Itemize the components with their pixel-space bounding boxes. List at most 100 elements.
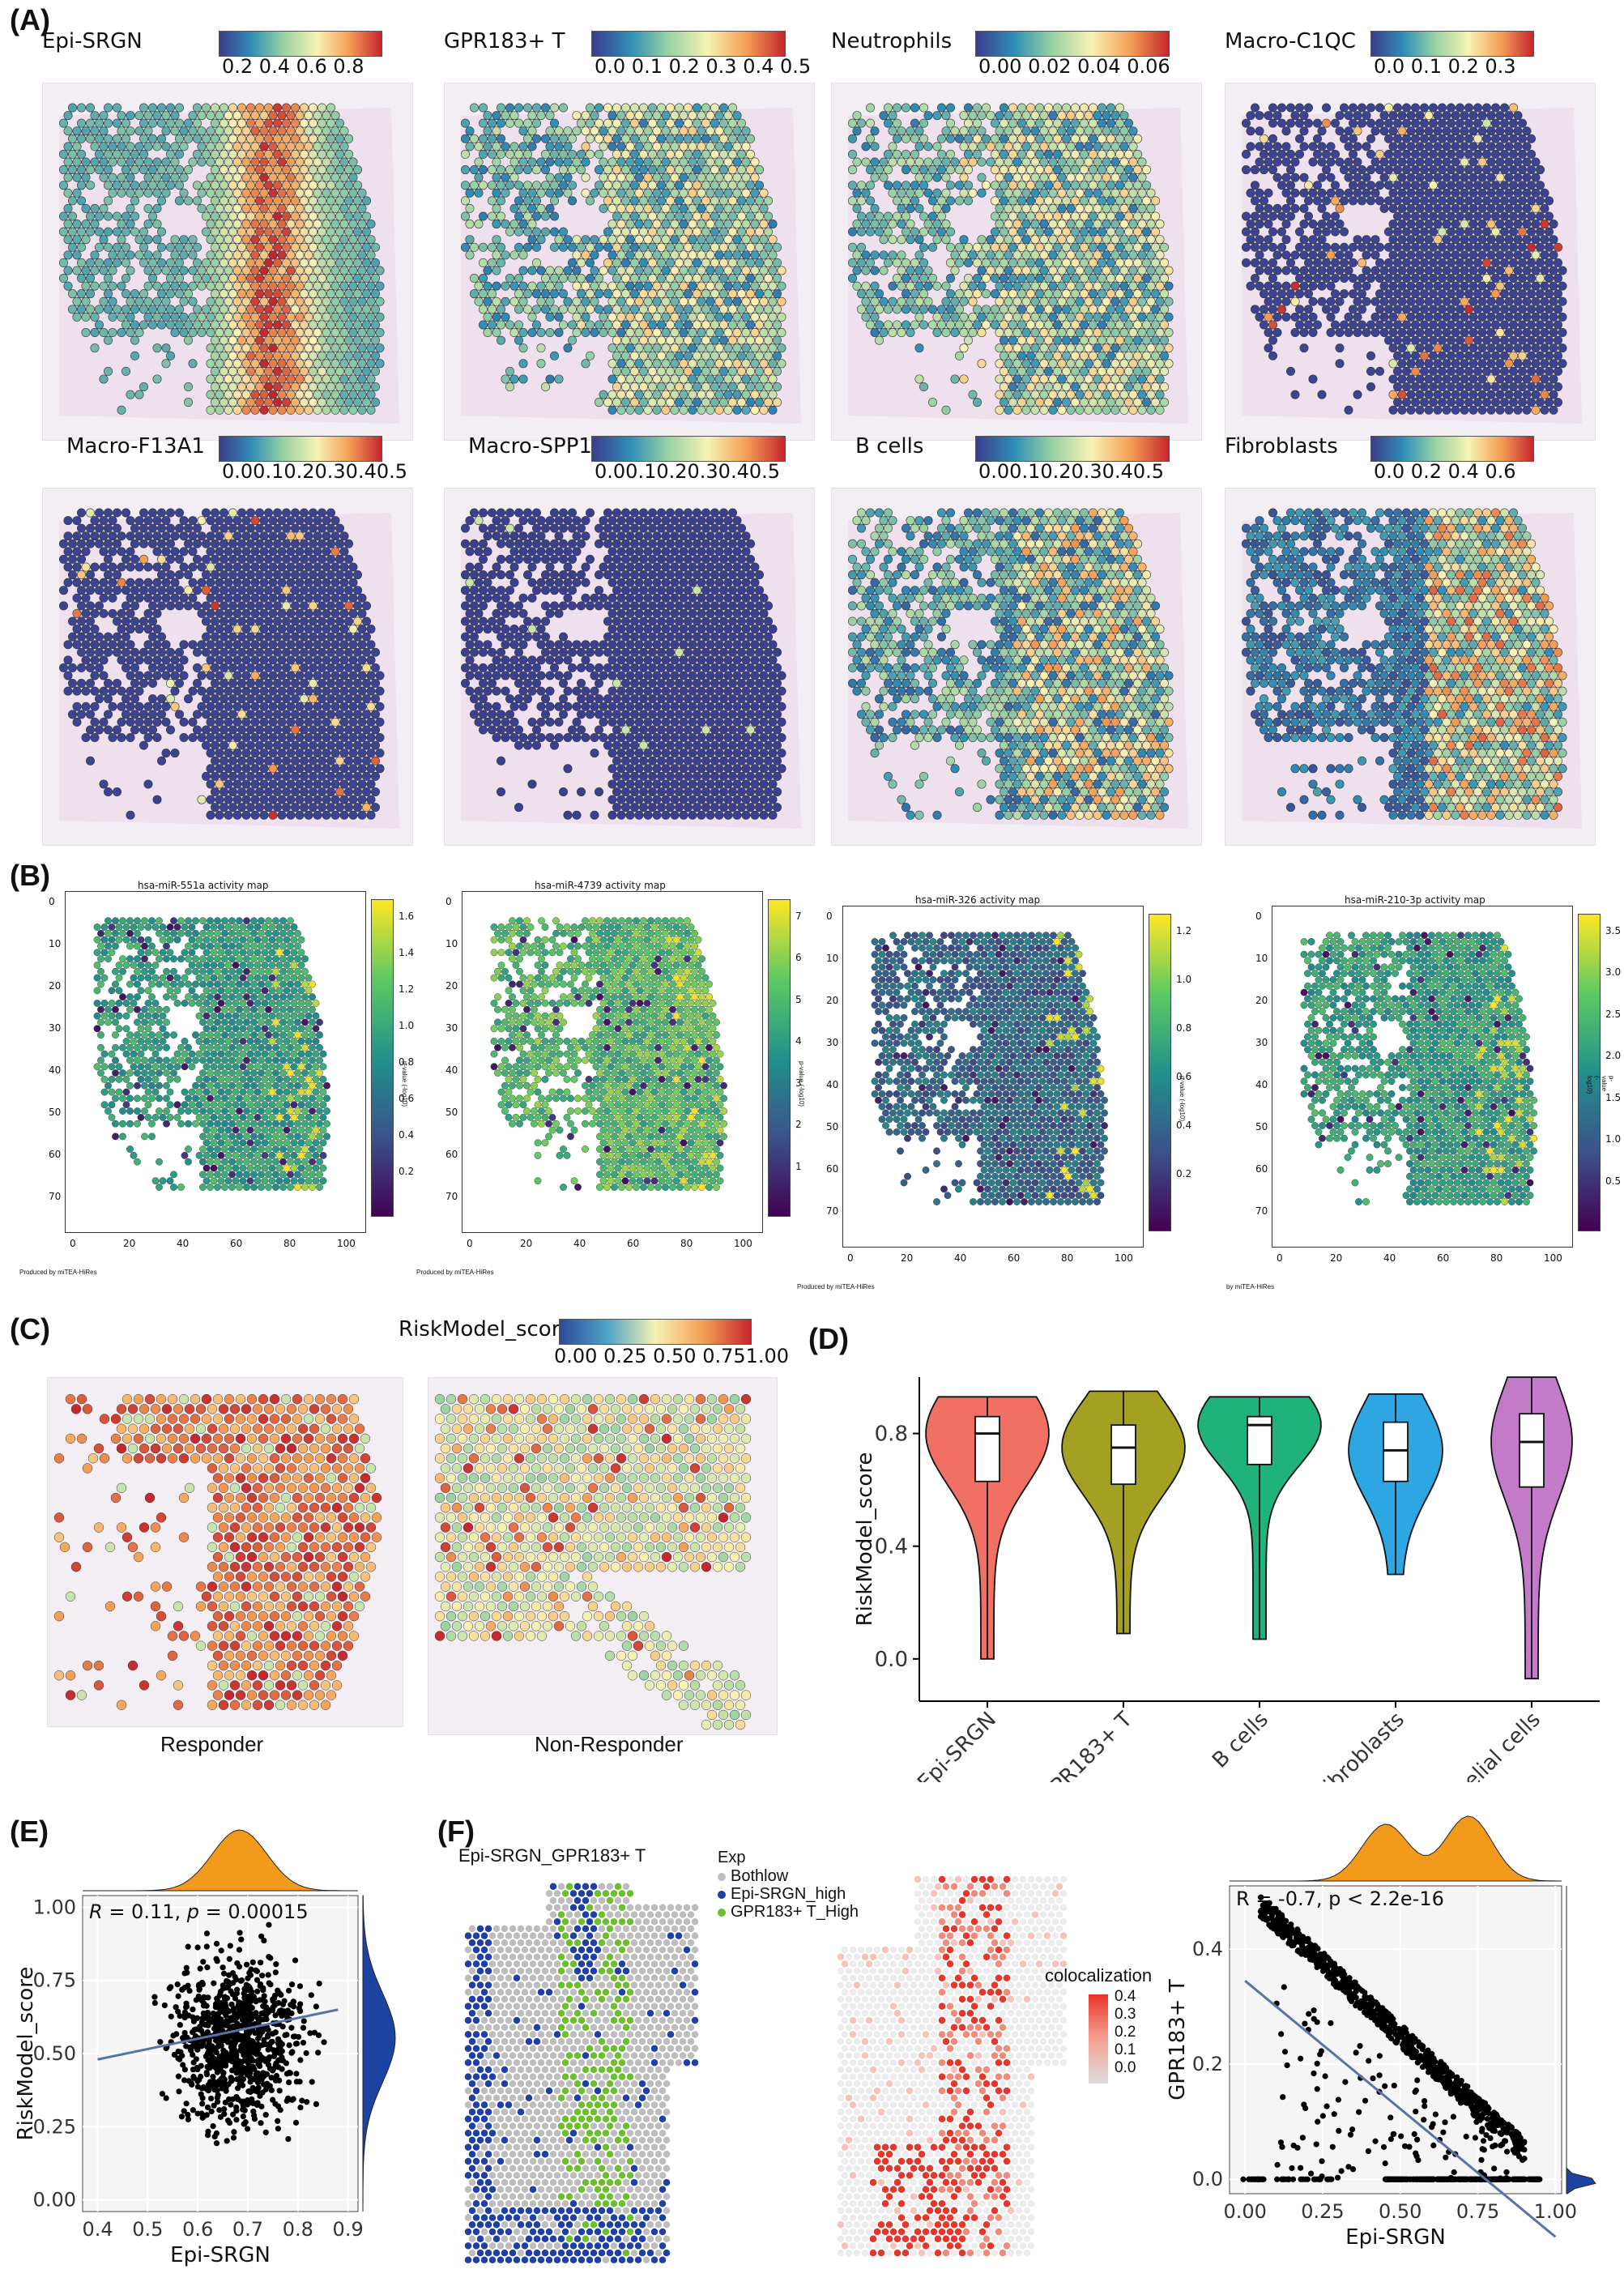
spot	[352, 258, 362, 267]
spot	[777, 312, 786, 322]
spot	[768, 296, 778, 306]
spot	[732, 281, 742, 291]
spot	[1146, 343, 1156, 353]
spot	[250, 126, 260, 136]
spot	[1061, 181, 1071, 190]
spot	[211, 523, 220, 533]
spot	[113, 508, 122, 518]
spot	[1464, 211, 1473, 221]
spot	[741, 343, 751, 353]
spot	[99, 374, 109, 384]
spot	[211, 320, 220, 330]
spot	[1508, 227, 1518, 237]
spot	[648, 242, 658, 252]
spot	[237, 335, 247, 345]
spot	[1084, 281, 1093, 291]
spot	[1017, 398, 1027, 407]
spot	[343, 616, 353, 626]
spot	[343, 366, 353, 376]
spot	[1464, 366, 1473, 376]
spot	[157, 586, 167, 595]
spot	[1141, 351, 1151, 360]
spot	[879, 111, 889, 121]
spot	[215, 173, 224, 182]
spot	[674, 227, 684, 237]
spot	[241, 220, 251, 229]
spot	[648, 274, 658, 284]
spot	[85, 305, 95, 314]
spot	[656, 118, 666, 128]
spot	[197, 142, 207, 151]
spot	[1106, 227, 1115, 237]
spot	[964, 134, 974, 143]
spot	[166, 539, 176, 548]
spot	[304, 390, 313, 399]
spot	[1358, 274, 1367, 284]
spot	[679, 296, 688, 306]
spot	[108, 593, 117, 603]
spot	[202, 601, 211, 611]
spot	[1349, 320, 1358, 330]
spot	[76, 601, 86, 611]
spot	[670, 250, 680, 260]
spot	[72, 562, 82, 572]
spot	[241, 578, 251, 587]
spot	[1035, 366, 1045, 376]
spot	[1375, 242, 1385, 252]
spot	[361, 227, 371, 237]
spot	[1366, 165, 1376, 175]
spot	[348, 625, 358, 634]
spot	[572, 111, 582, 121]
spot	[639, 118, 649, 128]
spot	[1513, 343, 1523, 353]
spot	[1393, 258, 1403, 267]
spot	[1358, 181, 1367, 190]
spot	[1393, 398, 1403, 407]
spot	[1106, 149, 1115, 159]
spot	[272, 616, 282, 626]
spot	[1433, 188, 1443, 198]
spot	[1473, 211, 1482, 221]
spot	[143, 562, 153, 572]
spot	[492, 312, 501, 322]
spot	[465, 250, 475, 260]
spot	[1004, 390, 1013, 399]
spot	[950, 296, 960, 306]
spot	[736, 149, 746, 159]
spot	[991, 134, 1000, 143]
spot	[736, 351, 746, 360]
spot	[932, 235, 942, 245]
spot	[1384, 258, 1394, 267]
spot	[250, 593, 260, 603]
spot	[1110, 235, 1120, 245]
spot	[299, 382, 309, 392]
spot	[768, 405, 778, 415]
spot	[148, 647, 158, 657]
spot	[478, 103, 488, 113]
spot	[1508, 366, 1518, 376]
spot	[254, 508, 264, 518]
spot	[518, 220, 528, 229]
spot	[1540, 250, 1549, 260]
spot	[348, 328, 358, 338]
spot	[202, 103, 211, 113]
spot	[1393, 211, 1403, 221]
spot	[1558, 266, 1567, 275]
spot	[1331, 242, 1341, 252]
spot	[254, 616, 264, 626]
spot	[263, 149, 273, 159]
spot	[1344, 250, 1353, 260]
spot	[986, 312, 995, 322]
spot	[215, 235, 224, 245]
spot	[1406, 405, 1416, 415]
spot	[1451, 250, 1460, 260]
spot	[330, 157, 340, 167]
spot	[304, 374, 313, 384]
spot	[1513, 173, 1523, 182]
spot	[955, 242, 965, 252]
spot	[1030, 374, 1040, 384]
spot	[1084, 126, 1093, 136]
spot	[568, 274, 578, 284]
spot	[665, 196, 675, 206]
spot	[1526, 289, 1536, 299]
